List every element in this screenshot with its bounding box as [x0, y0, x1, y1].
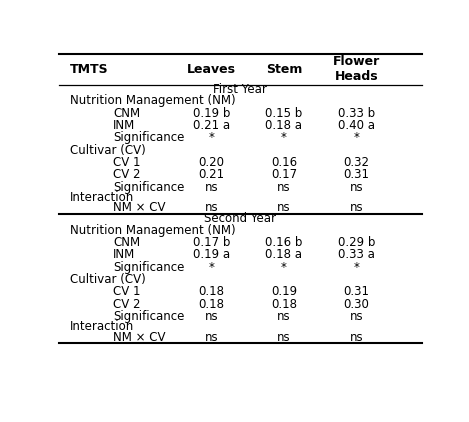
Text: 0.31: 0.31 — [344, 168, 370, 181]
Text: ns: ns — [277, 181, 291, 194]
Text: 0.18: 0.18 — [271, 298, 297, 311]
Text: CV 1: CV 1 — [113, 156, 141, 169]
Text: Significance: Significance — [113, 131, 184, 144]
Text: ns: ns — [204, 331, 218, 344]
Text: Second Year: Second Year — [204, 212, 276, 225]
Text: 0.32: 0.32 — [344, 156, 370, 169]
Text: 0.21 a: 0.21 a — [193, 119, 230, 132]
Text: 0.18: 0.18 — [198, 285, 224, 298]
Text: 0.17 b: 0.17 b — [193, 236, 230, 249]
Text: ns: ns — [350, 310, 363, 323]
Text: NM × CV: NM × CV — [113, 331, 166, 344]
Text: CNM: CNM — [113, 236, 140, 249]
Text: Nutrition Management (NM): Nutrition Management (NM) — [69, 94, 235, 107]
Text: 0.33 b: 0.33 b — [338, 106, 375, 119]
Text: Significance: Significance — [113, 310, 184, 323]
Text: Significance: Significance — [113, 181, 184, 194]
Text: ns: ns — [350, 181, 363, 194]
Text: First Year: First Year — [213, 83, 267, 96]
Text: ns: ns — [204, 201, 218, 214]
Text: 0.20: 0.20 — [198, 156, 224, 169]
Text: *: * — [354, 131, 360, 144]
Text: CV 2: CV 2 — [113, 298, 141, 311]
Text: ns: ns — [350, 201, 363, 214]
Text: ns: ns — [204, 181, 218, 194]
Text: 0.21: 0.21 — [198, 168, 224, 181]
Text: *: * — [208, 260, 214, 273]
Text: *: * — [354, 260, 360, 273]
Text: Nutrition Management (NM): Nutrition Management (NM) — [69, 224, 235, 236]
Text: NM × CV: NM × CV — [113, 201, 166, 214]
Text: INM: INM — [113, 119, 136, 132]
Text: 0.16: 0.16 — [271, 156, 297, 169]
Text: 0.18 a: 0.18 a — [265, 119, 303, 132]
Text: ns: ns — [277, 310, 291, 323]
Text: Stem: Stem — [266, 63, 302, 76]
Text: *: * — [208, 131, 214, 144]
Text: 0.17: 0.17 — [271, 168, 297, 181]
Text: TMTS: TMTS — [69, 63, 108, 76]
Text: ns: ns — [277, 331, 291, 344]
Text: 0.19 a: 0.19 a — [193, 248, 230, 261]
Text: 0.30: 0.30 — [344, 298, 370, 311]
Text: ns: ns — [277, 201, 291, 214]
Text: 0.33 a: 0.33 a — [338, 248, 375, 261]
Text: ns: ns — [350, 331, 363, 344]
Text: 0.29 b: 0.29 b — [338, 236, 375, 249]
Text: Cultivar (CV): Cultivar (CV) — [69, 273, 145, 286]
Text: Interaction: Interaction — [69, 191, 134, 204]
Text: Interaction: Interaction — [69, 320, 134, 333]
Text: CV 1: CV 1 — [113, 285, 141, 298]
Text: 0.19: 0.19 — [271, 285, 297, 298]
Text: Leaves: Leaves — [187, 63, 236, 76]
Text: 0.16 b: 0.16 b — [265, 236, 303, 249]
Text: 0.40 a: 0.40 a — [338, 119, 375, 132]
Text: 0.18: 0.18 — [198, 298, 224, 311]
Text: *: * — [281, 131, 287, 144]
Text: 0.18 a: 0.18 a — [265, 248, 303, 261]
Text: 0.15 b: 0.15 b — [265, 106, 303, 119]
Text: CV 2: CV 2 — [113, 168, 141, 181]
Text: CNM: CNM — [113, 106, 140, 119]
Text: ns: ns — [204, 310, 218, 323]
Text: Significance: Significance — [113, 260, 184, 273]
Text: 0.19 b: 0.19 b — [193, 106, 230, 119]
Text: *: * — [281, 260, 287, 273]
Text: Flower
Heads: Flower Heads — [333, 55, 380, 83]
Text: 0.31: 0.31 — [344, 285, 370, 298]
Text: INM: INM — [113, 248, 136, 261]
Text: Cultivar (CV): Cultivar (CV) — [69, 143, 145, 157]
